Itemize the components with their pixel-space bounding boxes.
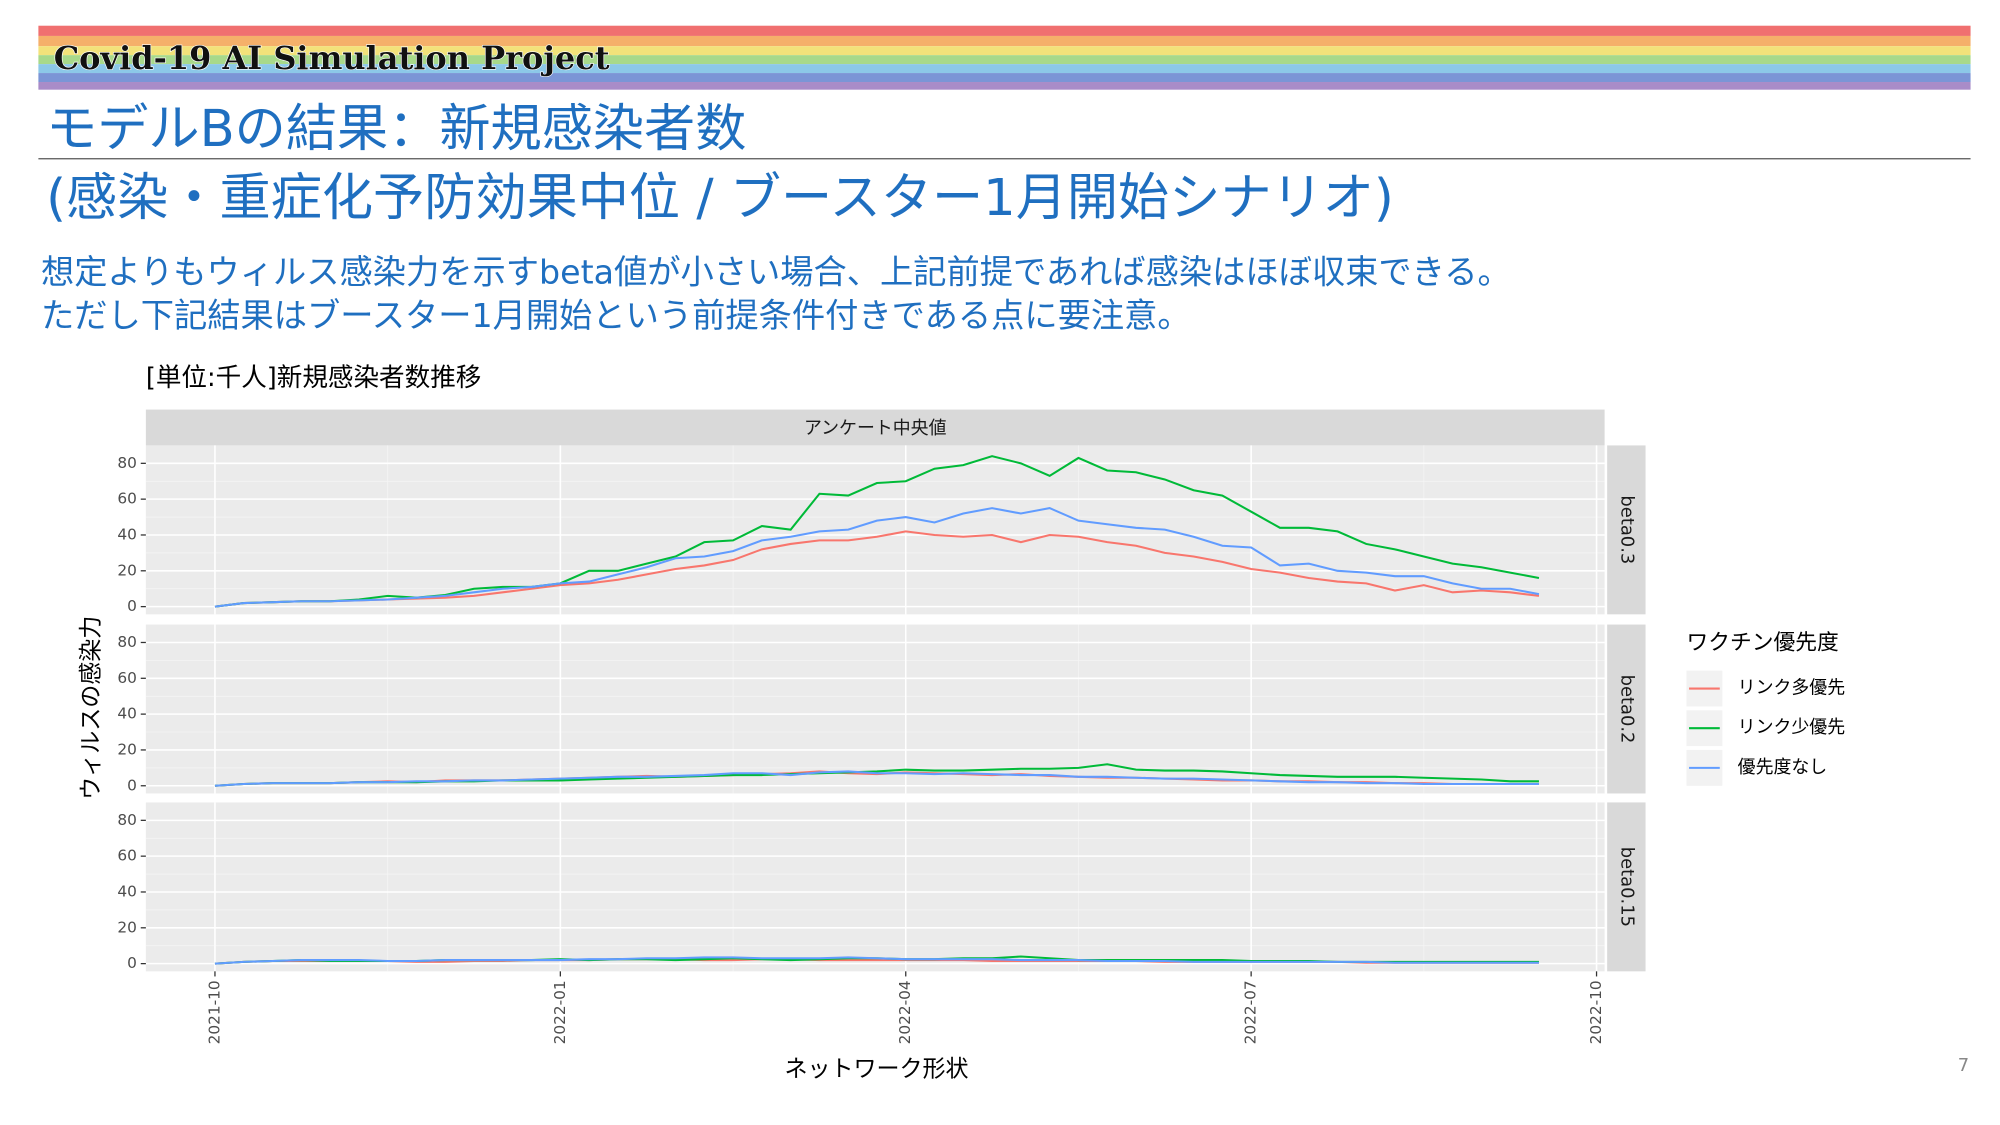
panel-background (145, 445, 1605, 615)
lead-text: 想定よりもウィルス感染力を示すbeta値が小さい場合、上記前提であれば感染はほぼ… (41, 252, 1511, 291)
legend-label: リンク少優先 (1738, 717, 1846, 738)
x-axis-label: ネットワーク形状 (784, 1056, 968, 1082)
x-tick-label: 2021-10 (205, 980, 223, 1044)
title: (感染・重症化予防効果中位 / ブースター1月開始シナリオ) (46, 168, 1394, 228)
facet-label: beta0.15 (1616, 847, 1637, 927)
legend-title: ワクチン優先度 (1687, 631, 1839, 656)
series-line (214, 956, 1539, 965)
x-tick-label: 2022-01 (551, 980, 569, 1044)
legend-label: 優先度なし (1738, 757, 1828, 778)
y-tick-label: 60 (117, 847, 137, 865)
title: モデルBの結果：新規感染者数 (46, 99, 746, 159)
y-tick-label: 20 (117, 740, 137, 758)
x-tick-label: 2022-10 (1587, 980, 1605, 1044)
chart-title: [単位:千人]新規感染者数推移 (146, 363, 482, 393)
y-tick-label: 40 (117, 525, 137, 543)
series-line (214, 507, 1540, 608)
facet-label: beta0.2 (1616, 675, 1637, 744)
x-tick-label: 2022-04 (896, 980, 914, 1044)
y-tick-label: 0 (127, 954, 137, 972)
y-tick-label: 20 (117, 561, 137, 579)
series-line (214, 530, 1540, 608)
facet-strip (1607, 802, 1646, 972)
facet-label: beta0.3 (1616, 495, 1637, 564)
y-tick-label: 0 (127, 597, 137, 615)
y-tick-label: 60 (117, 669, 137, 687)
y-tick-label: 20 (117, 918, 137, 936)
panel-background (145, 624, 1605, 794)
facet-strip (1607, 445, 1646, 615)
y-tick-label: 80 (117, 811, 137, 829)
y-tick-label: 60 (117, 490, 137, 508)
page-number: 7 (1958, 1055, 1969, 1076)
banner-text: Covid-19 AI Simulation Project (54, 39, 610, 77)
panel-background (145, 802, 1605, 972)
strip (145, 409, 1605, 446)
x-tick-label: 2022-07 (1242, 980, 1260, 1044)
lead-text: ただし下記結果はブースター1月開始という前提条件付きである点に要注意。 (41, 296, 1191, 335)
y-axis-label: ウィルスの感染力 (79, 616, 105, 800)
y-tick-label: 0 (127, 776, 137, 794)
y-tick-label: 40 (117, 882, 137, 900)
facet-strip (1607, 624, 1646, 794)
rainbow-banner (38, 25, 1971, 90)
strip-label: アンケート中央値 (804, 418, 947, 439)
y-tick-label: 40 (117, 705, 137, 723)
legend-label: リンク多優先 (1738, 678, 1846, 699)
series-line (214, 770, 1539, 787)
y-tick-label: 80 (117, 454, 137, 472)
y-tick-label: 80 (117, 633, 137, 651)
